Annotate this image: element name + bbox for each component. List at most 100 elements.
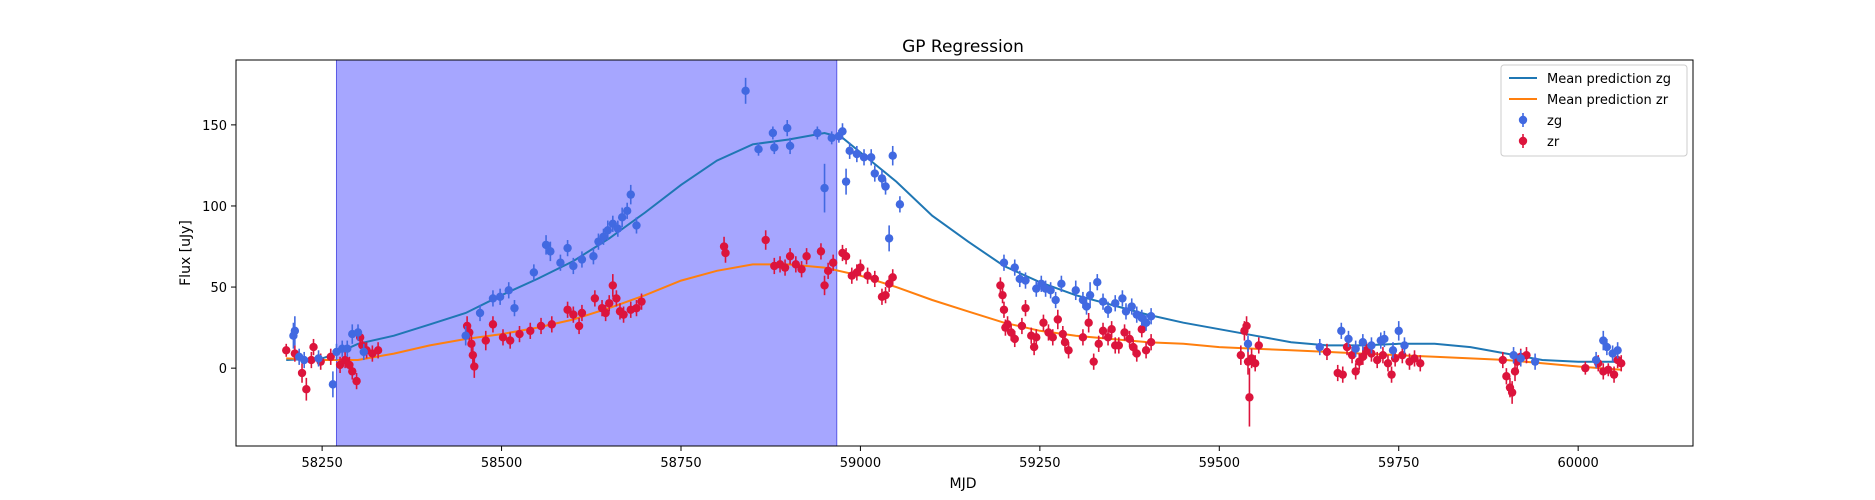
data-point-zr — [888, 273, 897, 282]
data-point-zg — [461, 331, 470, 340]
series-zr — [282, 230, 1626, 427]
data-point-zg — [999, 258, 1009, 267]
y-tick-label: 50 — [210, 281, 227, 296]
data-point-zg — [1021, 276, 1030, 285]
x-tick-label: 58500 — [481, 456, 522, 471]
data-point-zg — [314, 354, 323, 363]
data-point-zg — [1098, 297, 1108, 306]
data-point-zr — [1137, 325, 1146, 334]
y-tick-label: 150 — [202, 119, 227, 134]
data-point-zr — [470, 362, 479, 371]
data-point-zr — [1003, 320, 1012, 329]
data-point-zr — [608, 281, 618, 290]
data-point-zr — [1342, 342, 1352, 352]
legend-marker-swatch — [1518, 115, 1528, 125]
data-point-zg — [1380, 334, 1389, 344]
data-point-zr — [761, 235, 770, 245]
data-point-zr — [569, 310, 578, 319]
data-point-zr — [1604, 365, 1613, 374]
data-point-zg — [1051, 295, 1060, 305]
data-point-zr — [1347, 350, 1357, 360]
data-point-zr — [1089, 357, 1098, 366]
data-point-zr — [505, 336, 515, 345]
data-point-zr — [1498, 355, 1508, 365]
legend-label: Mean prediction zr — [1547, 93, 1669, 108]
axes-frame — [235, 59, 1694, 447]
data-point-zr — [1021, 303, 1030, 313]
data-point-zr — [515, 329, 524, 339]
data-point-zg — [1111, 299, 1120, 308]
legend-frame — [1500, 64, 1688, 157]
data-point-zg — [1337, 326, 1346, 336]
x-tick-label: 59750 — [1378, 456, 1419, 471]
chart-title: GP Regression — [902, 37, 1024, 57]
data-point-zr — [881, 290, 890, 300]
x-tick-label: 59250 — [1019, 456, 1060, 471]
legend-label: zg — [1547, 114, 1562, 129]
data-point-zg — [1388, 346, 1398, 355]
data-point-zg — [1082, 302, 1091, 311]
x-tick-label: 60000 — [1557, 456, 1598, 471]
data-point-zr — [1078, 333, 1088, 342]
data-point-zr — [574, 321, 584, 331]
data-point-zr — [632, 303, 641, 313]
data-point-zg — [475, 308, 485, 318]
data-point-zr — [1242, 321, 1251, 331]
data-point-zg — [1243, 339, 1253, 349]
data-point-zr — [816, 247, 826, 256]
data-point-zg — [1613, 346, 1622, 355]
data-point-zg — [888, 151, 897, 160]
data-point-zr — [1146, 338, 1156, 347]
data-point-zg — [1367, 341, 1376, 350]
data-point-zg — [1351, 344, 1360, 353]
data-point-zr — [563, 305, 572, 314]
data-point-zr — [1254, 341, 1263, 350]
data-point-zg — [1103, 305, 1113, 314]
data-point-zg — [881, 182, 890, 191]
data-point-zg — [783, 123, 792, 133]
data-point-zg — [632, 221, 641, 230]
legend: Mean prediction zg Mean prediction zr zg zr — [1500, 64, 1688, 157]
data-point-zr — [467, 339, 476, 349]
data-point-zg — [290, 326, 300, 336]
data-point-zr — [1410, 354, 1419, 363]
data-point-zg — [495, 292, 505, 301]
data-point-zg — [353, 328, 363, 337]
data-point-zg — [1516, 354, 1525, 363]
data-point-zg — [1118, 294, 1127, 303]
data-point-zr — [1351, 367, 1360, 376]
data-point-zg — [754, 145, 763, 154]
data-point-zg — [813, 128, 822, 138]
data-point-zg — [1400, 341, 1409, 350]
data-point-zr — [326, 352, 335, 361]
data-point-zr — [797, 265, 806, 274]
data-point-zg — [510, 303, 519, 313]
data-point-zr — [856, 263, 865, 272]
data-point-zr — [802, 252, 811, 261]
data-point-zg — [1141, 318, 1151, 327]
data-point-zg — [541, 240, 551, 250]
data-point-zg — [359, 347, 368, 357]
data-point-zg — [556, 258, 565, 267]
data-point-zg — [343, 344, 352, 353]
data-point-zr — [1416, 359, 1425, 368]
data-point-zg — [1358, 338, 1368, 347]
data-point-zr — [1387, 370, 1396, 379]
data-point-zr — [1507, 388, 1517, 397]
data-point-zg — [1071, 286, 1080, 295]
data-point-zg — [563, 243, 572, 253]
data-point-zr — [1609, 370, 1619, 379]
data-point-zr — [1006, 328, 1016, 337]
data-point-zr — [536, 321, 546, 331]
data-point-zg — [1057, 279, 1066, 289]
data-point-zg — [488, 294, 498, 303]
legend-label: Mean prediction zg — [1547, 72, 1671, 87]
data-point-zg — [617, 213, 627, 222]
data-point-zr — [1581, 363, 1590, 373]
series-zg — [289, 77, 1622, 398]
data-point-zg — [768, 128, 778, 138]
data-point-zg — [589, 252, 598, 261]
data-point-zg — [504, 286, 513, 295]
data-point-zr — [1502, 372, 1511, 381]
